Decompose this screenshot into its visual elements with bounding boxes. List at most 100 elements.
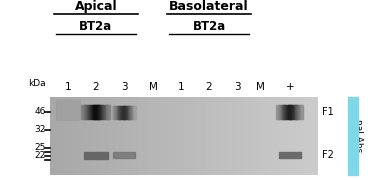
Text: M: M [255, 82, 265, 92]
Bar [279, 152, 301, 158]
Bar [296, 105, 297, 119]
Bar [113, 105, 114, 118]
Bar [283, 105, 284, 119]
Text: +: + [286, 82, 294, 92]
Text: 32: 32 [35, 125, 46, 134]
Bar [113, 152, 135, 158]
Bar [276, 105, 277, 119]
Bar [123, 105, 124, 118]
Text: 3: 3 [234, 82, 240, 92]
Bar [129, 105, 131, 118]
Bar [92, 105, 93, 119]
Bar [108, 105, 110, 119]
Bar [281, 105, 282, 119]
Bar [106, 105, 107, 119]
Bar [82, 105, 84, 119]
Bar [121, 105, 122, 118]
Bar [102, 105, 103, 119]
Bar [117, 105, 119, 118]
Bar [126, 105, 127, 118]
Bar [88, 105, 89, 119]
Bar [113, 105, 114, 118]
Bar [98, 105, 99, 119]
Bar [92, 105, 94, 119]
Bar [94, 105, 96, 119]
Bar [290, 105, 291, 119]
Text: 1: 1 [178, 82, 184, 92]
Text: 46: 46 [35, 107, 46, 116]
Bar [282, 105, 284, 119]
Bar [99, 105, 100, 119]
Bar [123, 105, 125, 118]
Bar [135, 105, 136, 118]
Bar [291, 105, 293, 119]
Text: F2: F2 [322, 150, 334, 160]
Bar [288, 105, 289, 119]
Text: nal Abs: nal Abs [354, 119, 362, 153]
Bar [125, 105, 126, 118]
Bar [118, 105, 120, 118]
Bar [56, 100, 80, 120]
Bar [112, 105, 113, 118]
Bar [132, 105, 133, 118]
Bar [90, 105, 91, 119]
Bar [84, 105, 85, 119]
Text: 2: 2 [206, 82, 212, 92]
Bar [282, 105, 283, 119]
Bar [85, 105, 86, 119]
Bar [301, 105, 303, 119]
Bar [116, 105, 117, 118]
Bar [296, 105, 298, 119]
Bar [134, 105, 135, 118]
Bar [86, 105, 87, 119]
Bar [128, 105, 130, 118]
Bar [120, 105, 121, 118]
Bar [104, 105, 105, 119]
Bar [89, 105, 90, 119]
Bar [117, 105, 118, 118]
Bar [122, 105, 123, 118]
Bar [299, 105, 300, 119]
Bar [91, 105, 92, 119]
Bar [93, 105, 95, 119]
Bar [97, 105, 99, 119]
Text: 3: 3 [121, 82, 127, 92]
Text: F1: F1 [322, 107, 334, 117]
Bar [84, 152, 108, 159]
Text: 22: 22 [35, 152, 46, 161]
Bar [115, 105, 116, 118]
Bar [132, 105, 134, 118]
Bar [301, 105, 302, 119]
Bar [131, 105, 132, 118]
Bar [96, 105, 98, 119]
Bar [101, 105, 102, 119]
Text: kDa: kDa [28, 79, 46, 88]
Bar [298, 105, 299, 119]
Bar [100, 105, 101, 119]
Text: 1: 1 [65, 82, 71, 92]
Text: 25: 25 [35, 143, 46, 152]
Bar [294, 105, 295, 119]
Bar [287, 105, 288, 119]
Bar [114, 105, 116, 118]
Bar [277, 105, 279, 119]
Bar [111, 105, 112, 118]
Bar [105, 105, 106, 119]
Bar [124, 105, 125, 118]
Bar [297, 105, 298, 119]
Bar [294, 105, 296, 119]
Text: Apical: Apical [75, 0, 117, 13]
Bar [286, 105, 287, 119]
Bar [130, 105, 131, 118]
Text: M: M [149, 82, 158, 92]
Bar [119, 105, 120, 118]
Text: BT2a: BT2a [79, 20, 113, 33]
Bar [292, 105, 293, 119]
Bar [278, 105, 279, 119]
Text: Basolateral: Basolateral [169, 0, 249, 13]
Bar [103, 105, 104, 119]
Bar [128, 105, 129, 118]
Bar [95, 105, 97, 119]
Bar [289, 105, 291, 119]
Bar [300, 105, 301, 119]
